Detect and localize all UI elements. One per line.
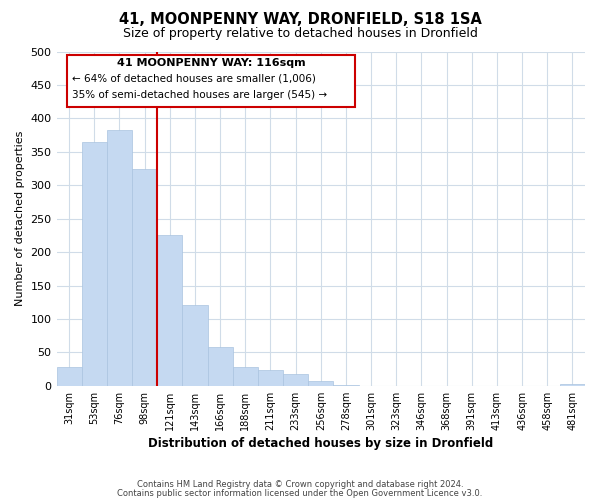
Text: ← 64% of detached houses are smaller (1,006): ← 64% of detached houses are smaller (1,… xyxy=(73,73,316,83)
X-axis label: Distribution of detached houses by size in Dronfield: Distribution of detached houses by size … xyxy=(148,437,493,450)
Bar xyxy=(308,381,334,386)
Bar xyxy=(182,305,208,386)
Text: 35% of semi-detached houses are larger (545) →: 35% of semi-detached houses are larger (… xyxy=(73,90,328,100)
Bar xyxy=(157,234,182,386)
Bar xyxy=(56,367,82,386)
Bar xyxy=(107,130,132,386)
Bar xyxy=(82,142,107,386)
Bar xyxy=(258,370,283,386)
Bar xyxy=(283,374,308,386)
Text: 41, MOONPENNY WAY, DRONFIELD, S18 1SA: 41, MOONPENNY WAY, DRONFIELD, S18 1SA xyxy=(119,12,481,28)
Text: Contains HM Land Registry data © Crown copyright and database right 2024.: Contains HM Land Registry data © Crown c… xyxy=(137,480,463,489)
Bar xyxy=(560,384,585,386)
Bar xyxy=(208,347,233,386)
FancyBboxPatch shape xyxy=(67,55,355,106)
Bar xyxy=(132,168,157,386)
Bar xyxy=(233,367,258,386)
Y-axis label: Number of detached properties: Number of detached properties xyxy=(15,131,25,306)
Text: 41 MOONPENNY WAY: 116sqm: 41 MOONPENNY WAY: 116sqm xyxy=(117,58,305,68)
Bar xyxy=(334,385,359,386)
Text: Contains public sector information licensed under the Open Government Licence v3: Contains public sector information licen… xyxy=(118,488,482,498)
Text: Size of property relative to detached houses in Dronfield: Size of property relative to detached ho… xyxy=(122,28,478,40)
